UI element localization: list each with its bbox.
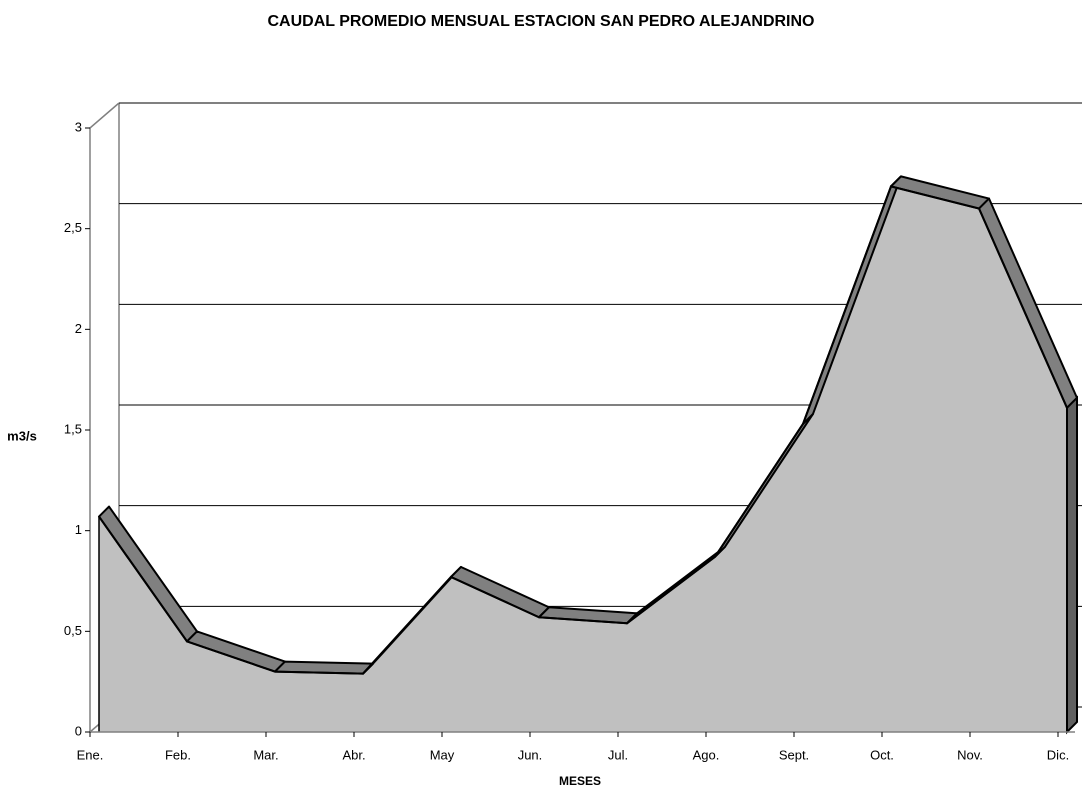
y-axis-label: m3/s [7,428,37,443]
x-tick-label: Mar. [253,747,278,762]
x-tick-label: Sept. [779,747,809,762]
x-tick-label: Nov. [957,747,983,762]
y-tick-label: 1 [75,522,82,537]
x-tick-label: Feb. [165,747,191,762]
y-tick-label: 2 [75,321,82,336]
x-tick-label: Abr. [342,747,365,762]
x-tick-label: Dic. [1047,747,1069,762]
x-tick-label: Ago. [693,747,720,762]
y-tick-label: 0 [75,723,82,738]
x-tick-label: Jun. [518,747,543,762]
area-end-face [1066,395,1078,735]
y-tick-label: 3 [75,119,82,134]
x-tick-label: Ene. [77,747,104,762]
x-tick-label: May [430,747,455,762]
x-tick-label: Oct. [870,747,894,762]
y-tick-label: 0,5 [64,623,82,638]
y-tick-label: 1,5 [64,421,82,436]
y-tick-label: 2,5 [64,220,82,235]
left-wall-top [89,102,120,129]
area [99,186,1067,733]
chart-title: CAUDAL PROMEDIO MENSUAL ESTACION SAN PED… [268,13,815,30]
area-edge [98,185,1068,675]
x-axis-label: MESES [559,774,601,788]
x-tick-label: Jul. [608,747,628,762]
